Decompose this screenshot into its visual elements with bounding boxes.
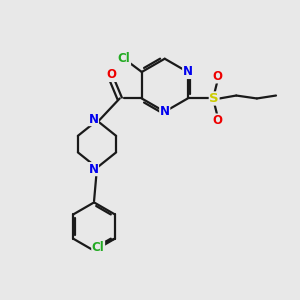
Text: N: N: [88, 112, 98, 126]
Text: N: N: [160, 105, 170, 118]
Text: N: N: [183, 65, 193, 79]
Text: O: O: [212, 114, 222, 127]
Text: S: S: [209, 92, 219, 105]
Text: N: N: [88, 163, 98, 176]
Text: Cl: Cl: [92, 241, 105, 254]
Text: O: O: [107, 68, 117, 81]
Text: O: O: [212, 70, 222, 83]
Text: Cl: Cl: [118, 52, 130, 65]
